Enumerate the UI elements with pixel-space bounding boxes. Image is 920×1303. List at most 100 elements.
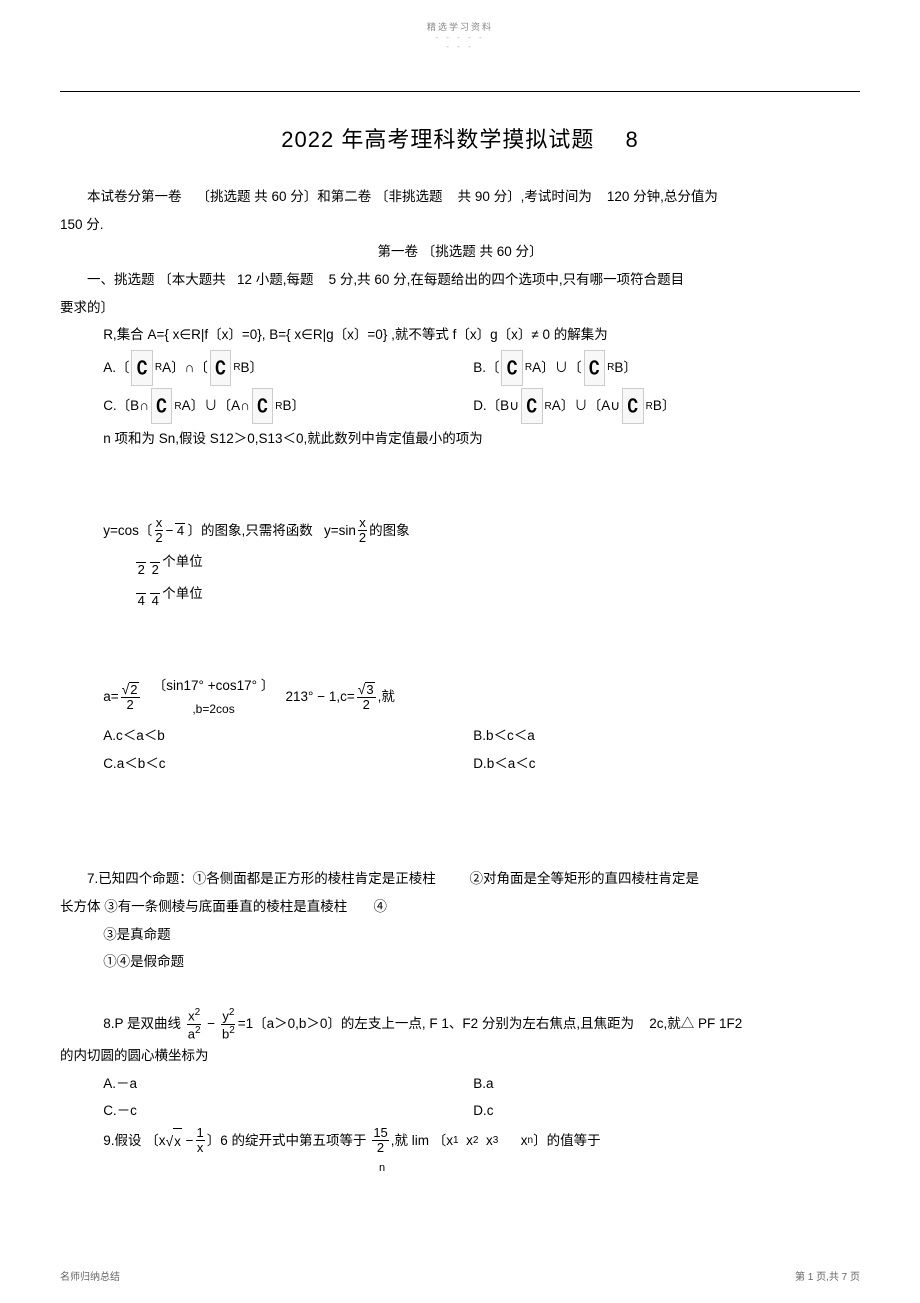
q5-sincos: 〔sin17° +cos17° 〕 xyxy=(153,673,274,699)
sqrt-val: 3 xyxy=(365,682,374,697)
q1-D-end: B〕 xyxy=(653,393,676,419)
frac-den: 4 xyxy=(176,524,185,538)
q8-line1: 8.P 是双曲线 x2 a2 − y2 b2 =1〔a＞0,b＞0〕的左支上一点… xyxy=(60,1007,860,1041)
q9-subn: n xyxy=(60,1158,860,1179)
complement-icon: ∁ xyxy=(210,350,231,386)
complement-icon: ∁ xyxy=(252,388,273,424)
bdsup: 2 xyxy=(229,1025,235,1036)
sub-r: R xyxy=(275,397,282,416)
q1-line1: R,集合 A={ x∈R|f〔x〕=0}, B={ x∈R|g〔x〕=0} ,就… xyxy=(60,322,860,348)
frac-den: 2 xyxy=(154,531,163,545)
content: 2022 年高考理科数学摸拟试题 8 本试卷分第一卷 〔挑选题 共 60 分〕和… xyxy=(0,122,920,1179)
complement-icon: ∁ xyxy=(622,388,643,424)
frac-num xyxy=(136,579,146,594)
intro-p4a: 一、挑选题 〔本大题共 xyxy=(87,272,226,287)
q9-line1: 9.假设 〔x √x − 1 x 〕6 的绽开式中第五项等于 15 2 ,就 l… xyxy=(60,1126,860,1156)
frac-den: 2 xyxy=(151,563,160,577)
frac-sqrt2-2: √2 2 xyxy=(121,682,140,713)
frac-den: 4 xyxy=(137,594,146,608)
q7-l3: ③是真命题 xyxy=(60,922,860,948)
frac-den: 2 xyxy=(358,531,367,545)
q1-optD: D.〔B∪ ∁R A〕∪〔A∪ ∁R B〕 xyxy=(473,388,860,424)
q9-pre: 9.假设 〔x xyxy=(103,1128,165,1154)
q1-B-end: B〕 xyxy=(614,355,637,381)
sqrt-icon: √ xyxy=(358,681,366,697)
frac-num: y2 xyxy=(221,1007,235,1025)
frac-num: 1 xyxy=(196,1126,205,1141)
complement-icon: ∁ xyxy=(501,350,522,386)
q1-optC: C.〔B∩ ∁R A〕∪〔A∩ ∁R B〕 xyxy=(103,388,473,424)
adsup: 2 xyxy=(195,1025,201,1036)
q7-l1a: 7.已知四个命题：①各侧面都是正方形的棱柱肯定是正棱柱 xyxy=(87,871,436,886)
q3-line1: y=cos〔 x 2 − 4 〕的图象,只需将函数 y=sin x 2 的图象 xyxy=(60,516,860,546)
q8-eq: =1〔a＞0,b＞0〕的左支上一点, F 1、F2 分别为左右焦点,且焦距为 xyxy=(238,1011,634,1037)
header-small: 精选学习资料 xyxy=(0,0,920,33)
q3-u2t: 个单位 xyxy=(162,581,203,607)
q5-sincos-block: 〔sin17° +cos17° 〕 ,b=2cos xyxy=(153,673,274,721)
page-title: 2022 年高考理科数学摸拟试题 8 xyxy=(60,122,860,154)
q9-after: 〕6 的绽开式中第五项等于 xyxy=(207,1128,367,1154)
intro-p4c: 5 分,共 60 分,在每题给出的四个选项中,只有哪一项符合题目 xyxy=(329,272,685,287)
q8-optA: A.－a xyxy=(103,1071,473,1097)
frac-num: √3 xyxy=(357,682,376,698)
q5-row-cd: C.a＜b＜c D.b＜a＜c xyxy=(60,751,860,777)
frac-den: 4 xyxy=(151,594,160,608)
xsup: 2 xyxy=(195,1007,201,1018)
q1-D-pre: D.〔B∪ xyxy=(473,393,519,419)
q9-lim: ,就 lim xyxy=(391,1128,429,1154)
sub-r: R xyxy=(233,358,240,377)
q5-apre: a= xyxy=(103,684,118,710)
frac-num xyxy=(136,547,146,562)
q8-row-ab: A.－a B.a xyxy=(60,1071,860,1097)
frac-2-2a: 2 xyxy=(136,547,146,577)
q9-t3: x xyxy=(486,1128,493,1154)
frac-4-4b: 4 xyxy=(150,579,160,609)
frac-den: a2 xyxy=(187,1025,202,1042)
q8-optC: C.－c xyxy=(103,1098,473,1124)
q3-u1: 2 2 个单位 xyxy=(60,547,860,577)
frac-den: 2 xyxy=(137,563,146,577)
frac-den: x xyxy=(196,1141,205,1155)
intro-p2: 150 分. xyxy=(60,212,860,238)
intro-p1d: 120 分钟,总分值为 xyxy=(607,189,718,204)
sub-r: R xyxy=(525,358,532,377)
q8-optD: D.c xyxy=(473,1098,860,1124)
q8-tail: 2c,就△ PF 1F2 xyxy=(649,1011,742,1037)
q8-optB: B.a xyxy=(473,1071,860,1097)
q9-minus: − xyxy=(186,1128,194,1154)
sqrt-x: x xyxy=(173,1128,182,1155)
title-num: 8 xyxy=(625,127,638,153)
q8-minus: − xyxy=(207,1011,215,1037)
q3-minus: − xyxy=(166,518,174,544)
q7-l1b: ②对角面是全等矩形的直四棱柱肯定是 xyxy=(470,871,700,886)
q3-tail: 的图象 xyxy=(369,518,410,544)
q1-row-ab: A.〔 ∁R A〕∩〔 ∁R B〕 B.〔 ∁R A〕∪〔 ∁R B〕 xyxy=(60,350,860,386)
frac-num: √2 xyxy=(121,682,140,698)
frac-num xyxy=(150,547,160,562)
intro-p1a: 本试卷分第一卷 xyxy=(87,189,182,204)
frac-15-2: 15 2 xyxy=(372,1126,388,1156)
sqrt-icon: √ xyxy=(122,681,130,697)
frac-1-x: 1 x xyxy=(196,1126,205,1156)
q5-optD: D.b＜a＜c xyxy=(473,751,860,777)
frac-4-4a: 4 xyxy=(136,579,146,609)
q7-l1: 7.已知四个命题：①各侧面都是正方形的棱柱肯定是正棱柱 ②对角面是全等矩形的直四… xyxy=(60,866,860,892)
frac-y2-b2: y2 b2 xyxy=(221,1007,236,1041)
q1-C-end: B〕 xyxy=(283,393,306,419)
frac-sqrt3-2: √3 2 xyxy=(357,682,376,713)
q1-C-pre: C.〔B∩ xyxy=(103,393,149,419)
frac-blank-4: 4 xyxy=(175,523,185,538)
q5-optC: C.a＜b＜c xyxy=(103,751,473,777)
frac-num xyxy=(150,579,160,594)
q8-row-cd: C.－c D.c xyxy=(60,1098,860,1124)
q5-optB: B.b＜c＜a xyxy=(473,723,860,749)
q9-t4: x xyxy=(521,1128,528,1154)
q7-l2: 长方体 ③有一条侧棱与底面垂直的棱柱是直棱柱 ④ xyxy=(60,894,860,920)
frac-den: 2 xyxy=(125,698,134,712)
q1-A-end: B〕 xyxy=(241,355,264,381)
frac-den: b2 xyxy=(221,1025,236,1042)
intro-p4b: 12 小题,每题 xyxy=(237,272,314,287)
q1-C-mid: A〕∪〔A∩ xyxy=(182,393,250,419)
footer-right: 第 1 页,共 7 页 xyxy=(795,1268,860,1283)
q5-sq213: 213° − 1,c= xyxy=(286,684,355,710)
